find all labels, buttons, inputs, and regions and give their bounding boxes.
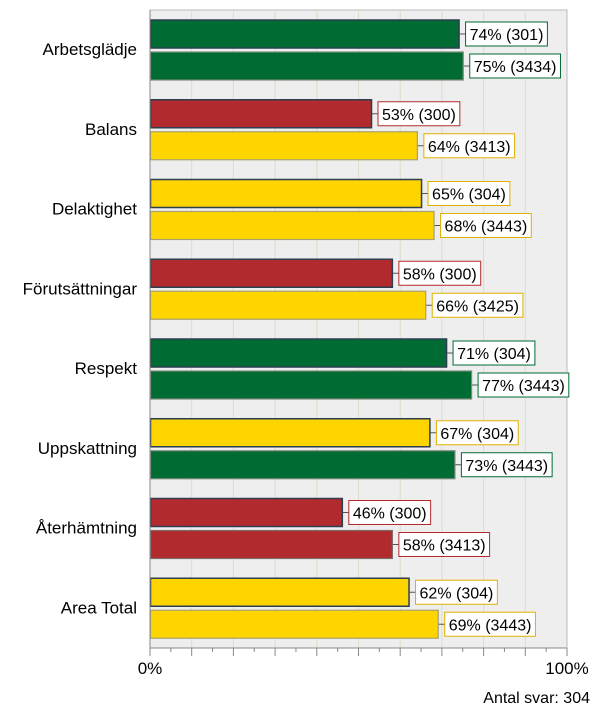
category-label: Uppskattning [38, 439, 137, 458]
category-label: Delaktighet [52, 200, 137, 219]
bar [149, 529, 393, 560]
bar [149, 19, 460, 49]
data-label: 75% (3434) [474, 59, 557, 76]
response-count: Antal svar: 304 [483, 690, 590, 707]
data-label: 77% (3443) [482, 378, 565, 395]
data-label: 66% (3425) [436, 298, 519, 315]
data-label-box [415, 579, 498, 605]
data-label-box [398, 260, 482, 286]
data-label: 67% (304) [440, 426, 514, 443]
data-label: 64% (3413) [428, 139, 511, 156]
data-label-box [348, 500, 432, 525]
data-label-box [398, 532, 491, 557]
data-label: 58% (300) [403, 266, 477, 283]
data-label-box [377, 101, 461, 127]
category-label: Respekt [75, 359, 138, 378]
bar [149, 210, 435, 241]
data-label-box [444, 611, 536, 637]
data-label: 62% (304) [420, 585, 494, 602]
bar [149, 418, 431, 448]
bar [149, 450, 456, 480]
bar [149, 99, 373, 129]
category-labels: Arbetsglädje Balans Delaktighet Förutsättni… [23, 40, 138, 617]
data-label-box [477, 372, 570, 398]
data-label: 58% (3413) [403, 538, 486, 555]
bar [149, 258, 394, 288]
bar [149, 131, 418, 161]
bar [149, 338, 448, 368]
category-label: Balans [85, 120, 137, 139]
category-label: Förutsättningar [23, 279, 138, 298]
x-axis: 0% 100% [138, 10, 589, 678]
data-label: 65% (304) [432, 187, 506, 204]
bar [149, 290, 427, 320]
data-label-box [469, 53, 561, 79]
data-label-box [431, 292, 524, 318]
data-label-box [452, 340, 536, 366]
data-label: 73% (3443) [465, 458, 548, 475]
category-label: Arbetsglädje [42, 40, 137, 59]
data-label-box [465, 21, 548, 47]
data-label-box [427, 181, 511, 206]
bar [149, 370, 473, 400]
category-label: Area Total [61, 598, 137, 617]
data-label-box [423, 133, 516, 159]
data-label: 71% (304) [457, 346, 531, 363]
bar [149, 51, 464, 81]
x-tick-label-min: 0% [138, 659, 163, 678]
data-label-box [460, 452, 553, 478]
data-label: 53% (300) [382, 107, 456, 124]
bars-group: 74% (301) 75% (3434) 53% (300) 64% (3413) 65… [149, 19, 570, 639]
bar [149, 497, 344, 528]
data-label-box [435, 420, 519, 446]
bar [149, 609, 439, 639]
data-label: 46% (300) [353, 506, 427, 523]
bar [149, 178, 423, 209]
data-label: 69% (3443) [449, 617, 532, 634]
data-label: 74% (301) [470, 27, 544, 44]
data-label-box [440, 213, 532, 238]
category-label: Återhämtning [36, 519, 137, 538]
bar [149, 577, 410, 607]
data-label: 68% (3443) [445, 219, 528, 236]
x-tick-label-max: 100% [545, 659, 588, 678]
